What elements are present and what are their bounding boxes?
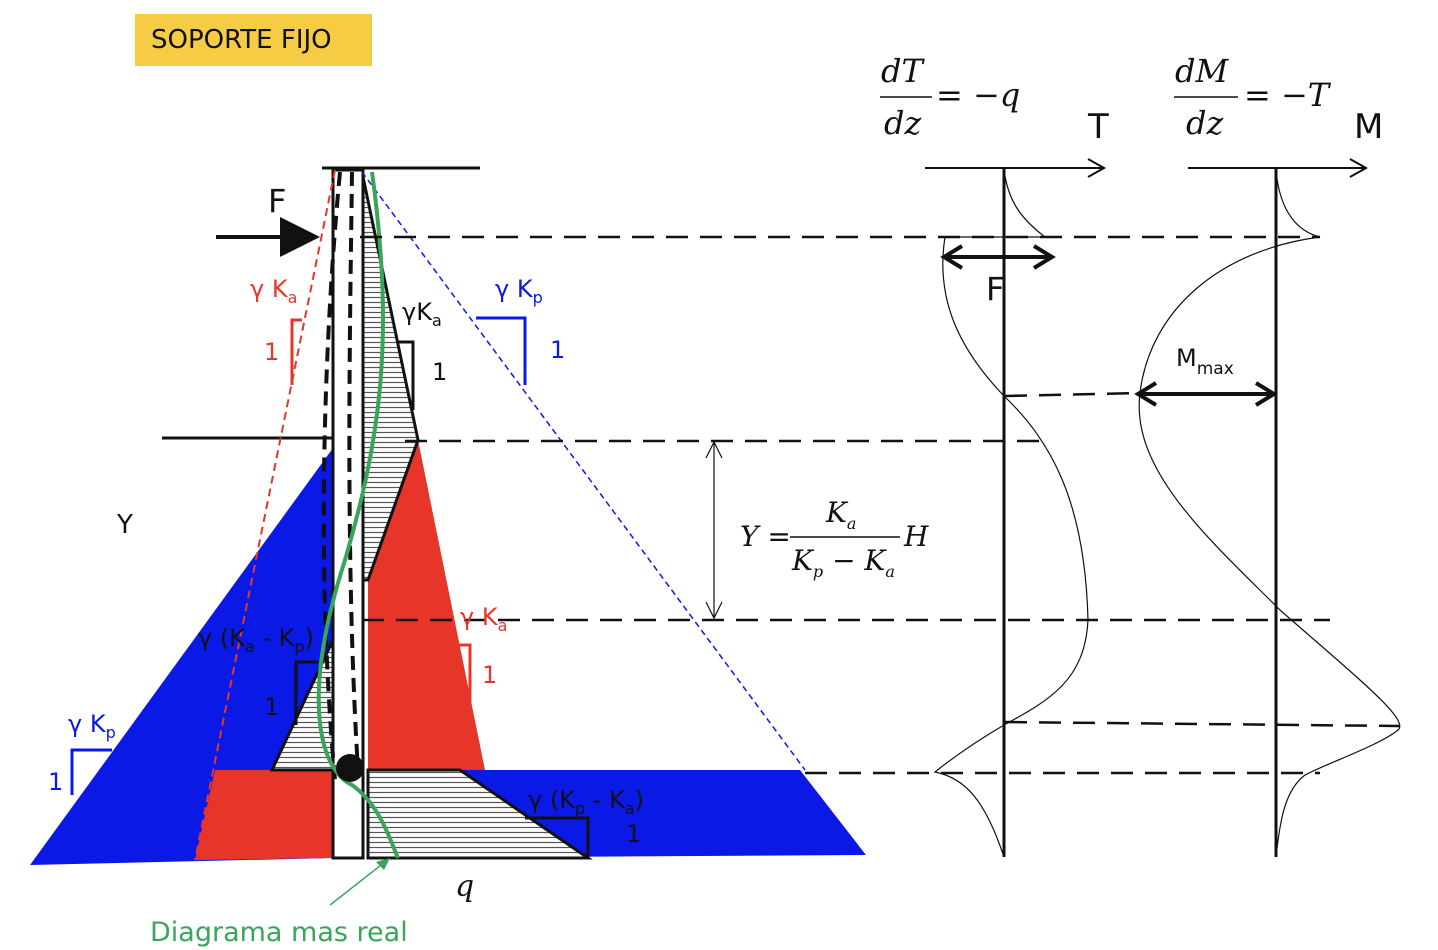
gamma-ka-red-label: γ Ka	[250, 275, 297, 307]
one-red-lower: 1	[482, 661, 497, 689]
mmax-label: Mmax	[1176, 344, 1234, 379]
deflected-wall-dash-left	[321, 171, 342, 781]
mmax-head-right	[1254, 381, 1278, 407]
real-diagram-curve	[316, 171, 400, 859]
one-black-upper: 1	[432, 358, 447, 386]
gamma-ka-black-label: γKa	[402, 298, 442, 330]
title-badge: SOPORTE FIJO	[135, 14, 372, 66]
kp-dashed-line	[361, 171, 806, 771]
dash-line-mmax	[1004, 391, 1141, 398]
one-blue-upper: 1	[550, 336, 565, 364]
active-pressure-right	[368, 440, 485, 770]
one-black-left: 1	[264, 693, 279, 721]
m-axis-label: M	[1354, 107, 1383, 147]
kpka-slope-bottom	[525, 816, 590, 858]
deflected-wall-dash-right	[347, 171, 360, 771]
y-dimension-head-bottom	[705, 601, 723, 620]
eq-y-numerator: Ka	[825, 496, 856, 533]
moment-curve	[1138, 169, 1401, 858]
eq-y-rhs: H	[903, 520, 929, 553]
real-diagram-pointer-head	[376, 858, 390, 870]
kp-slope-upper-right	[476, 316, 527, 385]
one-red-upper: 1	[264, 338, 279, 366]
ka-slope-upper-left	[290, 318, 302, 385]
force-label: F	[268, 182, 286, 220]
eq-dM-denominator: dz	[1186, 104, 1224, 142]
y-dimension-head-top	[705, 440, 723, 459]
gamma-kp-blue-lower-label: γ Kp	[68, 710, 116, 742]
real-diagram-label: Diagrama mas real	[150, 917, 408, 948]
kakp-slope-left	[294, 660, 318, 725]
eq-dM-numerator: dM	[1175, 52, 1229, 90]
pivot-point	[336, 754, 364, 782]
y-label: Y	[116, 510, 133, 540]
t-force-label: F	[986, 270, 1004, 308]
one-blue-lower: 1	[48, 768, 63, 796]
gamma-ka-red-lower-label: γ Ka	[460, 603, 507, 635]
eq-y-lhs: Y =	[740, 520, 791, 553]
gamma-kp-ka-label: γ (Kp - Ka)	[528, 786, 644, 818]
ka-slope-upper-right	[398, 340, 415, 410]
kp-slope-lower-left	[70, 748, 112, 795]
t-force-head-right	[1032, 244, 1056, 270]
gamma-ka-kp-label: γ (Ka - Kp)	[198, 624, 314, 656]
t-axis-label: T	[1087, 107, 1109, 147]
dash-line-moment-peak	[1004, 720, 1401, 728]
m-axis-arrow-head	[1349, 158, 1369, 178]
ka-slope-lower-right	[456, 643, 472, 715]
real-diagram-pointer	[329, 861, 386, 906]
t-force-head-left	[940, 244, 964, 270]
ka-dashed-line	[194, 169, 336, 861]
q-label: q	[455, 869, 474, 904]
mmax-head-left	[1134, 381, 1158, 407]
gamma-kp-blue-label: γ Kp	[495, 275, 543, 307]
eq-dT-denominator: dz	[884, 104, 922, 142]
t-axis-arrow-head	[1087, 158, 1107, 178]
eq-dT-rhs: = −q	[936, 76, 1020, 114]
eq-dT-numerator: dT	[881, 52, 925, 90]
eq-dM-rhs: = −T	[1244, 76, 1332, 114]
active-pressure-left	[195, 770, 333, 860]
title-badge-text: SOPORTE FIJO	[151, 25, 332, 55]
one-black-bottom: 1	[626, 820, 641, 848]
shear-curve	[933, 169, 1089, 858]
eq-y-denominator: Kp − Ka	[791, 544, 895, 581]
